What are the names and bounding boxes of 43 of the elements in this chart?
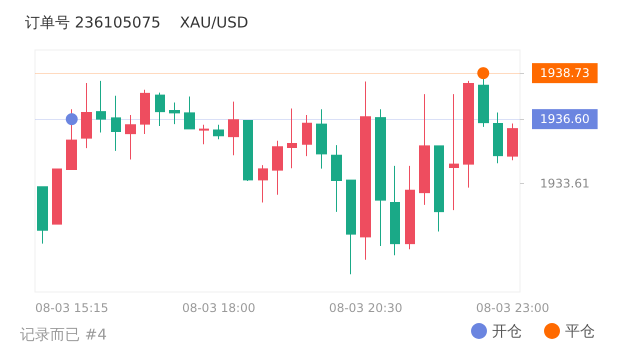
candlestick (213, 124, 224, 140)
candlestick (405, 165, 415, 250)
candlestick (463, 80, 474, 188)
candlestick (375, 108, 386, 246)
candlestick (66, 108, 77, 170)
candlestick (331, 144, 342, 212)
candlestick (390, 165, 400, 256)
candlestick (52, 168, 62, 225)
candlestick (346, 180, 356, 275)
legend-label: 开仓 (492, 322, 522, 340)
legend-label: 平仓 (565, 322, 595, 340)
candlestick (316, 108, 327, 170)
candlestick (184, 96, 195, 130)
candlestick (37, 186, 48, 244)
candlestick (125, 114, 136, 160)
candlestick (199, 124, 209, 145)
y-tick-label: 1938.73 (540, 66, 590, 80)
x-tick-label: 08-03 23:00 (476, 301, 550, 315)
candlestick (228, 101, 239, 156)
y-tick-label: 1933.61 (540, 176, 590, 191)
candlestick (155, 92, 165, 127)
candlestick (140, 89, 150, 135)
x-tick-label: 08-03 18:00 (182, 301, 256, 315)
candlestick (111, 95, 121, 152)
candlestick (360, 81, 371, 260)
candlestick (258, 164, 268, 204)
candlestick (302, 114, 312, 157)
candlestick (419, 94, 430, 206)
candlestick (96, 80, 106, 134)
candlestick (81, 82, 92, 149)
candlestick (169, 102, 180, 125)
candlestick (507, 122, 518, 161)
candlestick (287, 108, 297, 169)
candlestick (493, 112, 503, 164)
candlestick (272, 140, 283, 196)
chart-title: 订单号 236105075 XAU/USD (25, 14, 248, 32)
candlestick (243, 120, 253, 182)
x-tick-label: 08-03 20:30 (329, 301, 402, 315)
candlestick (434, 145, 444, 232)
candlestick (449, 94, 459, 211)
text: 记录而已 #4 (20, 326, 107, 344)
x-tick-label: 08-03 15:15 (35, 301, 108, 315)
y-tick-label: 1936.60 (540, 112, 590, 126)
